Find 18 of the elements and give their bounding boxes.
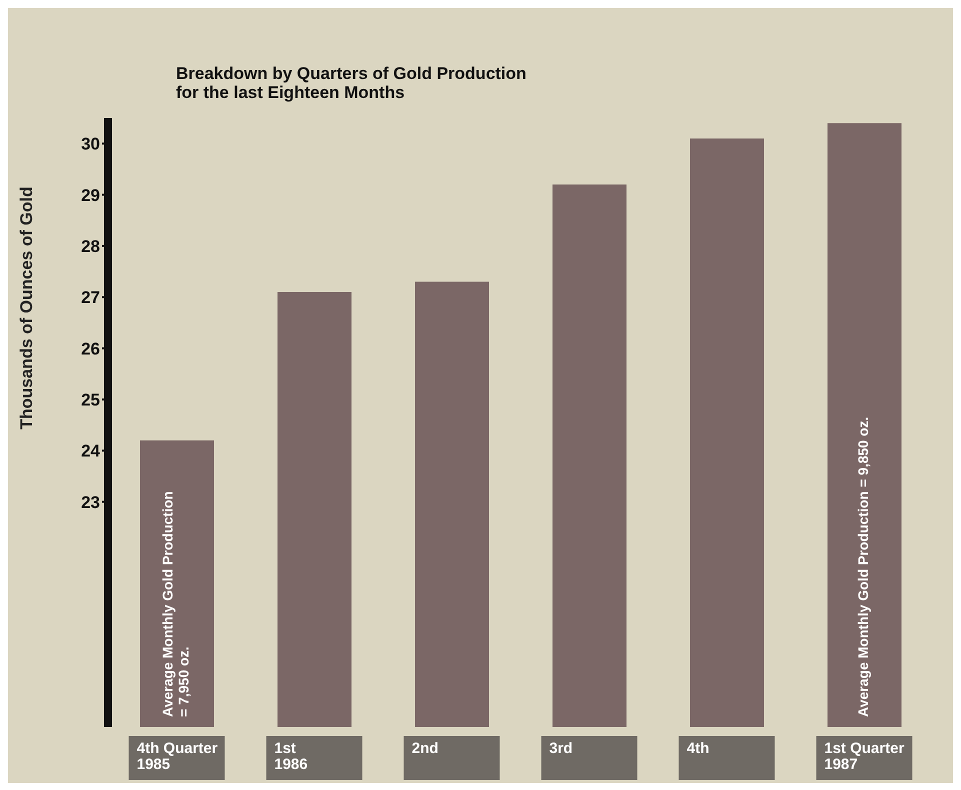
y-tick-label: 27 [81, 288, 100, 308]
y-axis-title: Thousands of Ounces of Gold [17, 186, 36, 430]
y-tick-label: 28 [81, 236, 100, 256]
x-tick-label: 4th Quarter 1985 [136, 740, 218, 773]
annotation: Average Monthly Gold Production = 9,850 oz. [855, 416, 872, 717]
x-tick-label: 2nd [412, 740, 438, 757]
y-tick-label: 23 [81, 492, 100, 512]
y-tick-label: 30 [81, 134, 100, 154]
y-tick-label: 29 [81, 186, 100, 205]
x-tick-label: 4th [686, 740, 710, 757]
x-tick-label: 1st 1986 [274, 740, 308, 773]
chart-title: Breakdown by Quarters of Gold Production for the last Eighteen Months [176, 64, 526, 102]
annotation: Average Monthly Gold Production = 7,950 oz. [160, 491, 192, 717]
x-tick-label: 1st Quarter 1987 [824, 740, 904, 773]
y-tick-label: 25 [81, 390, 100, 410]
x-tick-label: 3rd [549, 740, 573, 757]
y-tick-label: 24 [81, 442, 101, 461]
y-tick-label: 26 [81, 339, 100, 358]
